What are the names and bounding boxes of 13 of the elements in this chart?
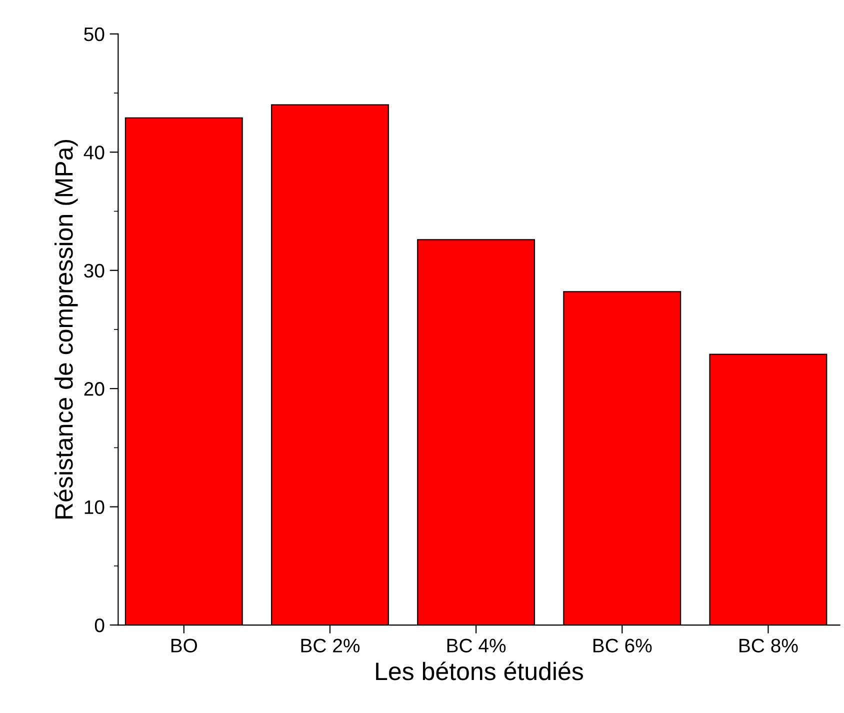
x-tick-label: BC 6% — [593, 638, 652, 652]
y-tick-label: 40 — [84, 146, 104, 160]
y-tick-label: 0 — [94, 618, 104, 632]
x-tick-label: BC 2% — [301, 638, 360, 652]
x-tick-label: BC 4% — [447, 638, 506, 652]
x-tick-label: BC 8% — [740, 638, 798, 652]
x-tick-label: BO — [171, 638, 198, 652]
y-tick-label: 30 — [84, 264, 104, 278]
y-tick-label: 20 — [84, 382, 104, 396]
x-axis-title: Les bétons étudiés — [376, 662, 584, 680]
y-tick-label: 50 — [84, 27, 104, 42]
y-tick-label: 10 — [84, 500, 104, 514]
y-axis-title: Résistance de compression (MPa) — [54, 140, 78, 518]
